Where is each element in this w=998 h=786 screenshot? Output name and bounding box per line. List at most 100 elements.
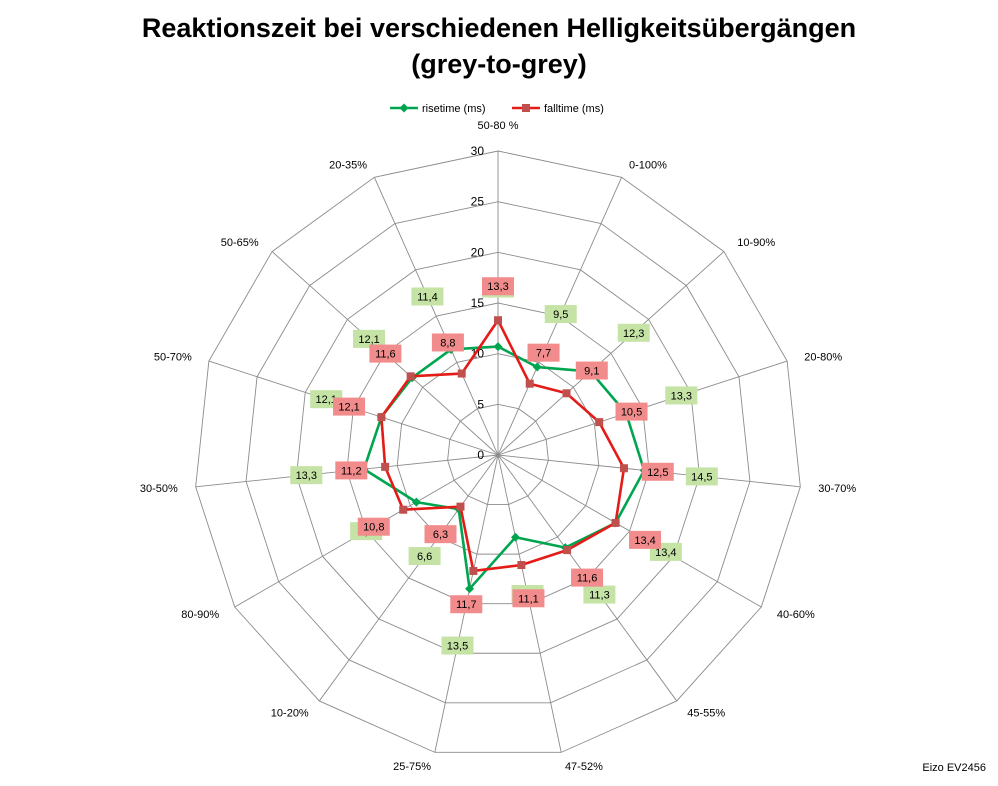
spoke-9 xyxy=(318,454,499,702)
data-point xyxy=(411,497,421,507)
data-label-text: 12,3 xyxy=(623,328,644,340)
data-label-text: 13,3 xyxy=(487,281,508,293)
data-point xyxy=(562,389,571,398)
data-label: 11,4 xyxy=(411,287,444,306)
data-label: 11,3 xyxy=(583,585,616,604)
data-labels: 10,79,512,313,314,513,411,38,313,56,69,3… xyxy=(290,277,718,655)
data-label-box xyxy=(353,329,386,348)
data-label: 6,6 xyxy=(408,547,441,566)
credit-text: Eizo EV2456 xyxy=(922,762,986,774)
data-label-text: 14,5 xyxy=(691,471,712,483)
data-label: 13,3 xyxy=(665,386,698,405)
legend-marker xyxy=(399,103,409,113)
data-label: 14,5 xyxy=(685,467,718,486)
data-label-box xyxy=(527,343,560,362)
axis-label: 0-100% xyxy=(629,159,667,171)
data-label-text: 11,3 xyxy=(589,590,610,602)
axis-label: 30-50% xyxy=(140,483,178,495)
grid-ring-2 xyxy=(396,353,600,555)
legend-item-0: risetime (ms) xyxy=(390,103,486,115)
data-point xyxy=(517,561,526,570)
radar-grid xyxy=(195,150,801,753)
data-label-text: 11,6 xyxy=(577,573,598,585)
data-label: 12,3 xyxy=(617,323,650,342)
data-label-text: 13,3 xyxy=(671,390,692,402)
tick-label: 25 xyxy=(471,195,485,209)
data-label-box xyxy=(615,402,648,421)
data-label-box xyxy=(512,589,545,608)
axis-label: 50-70% xyxy=(154,352,192,364)
data-label: 11,1 xyxy=(512,589,545,608)
data-label-text: 12,1 xyxy=(338,402,359,414)
data-point xyxy=(406,372,415,381)
grid-ring-1 xyxy=(447,403,549,506)
data-label-box xyxy=(450,595,483,614)
data-label: 13,4 xyxy=(629,530,662,549)
data-label-text: 11,4 xyxy=(417,291,438,303)
data-label-box xyxy=(431,333,464,352)
data-label: 11,6 xyxy=(571,568,604,587)
data-point xyxy=(619,464,628,473)
data-point xyxy=(525,379,534,388)
data-point xyxy=(377,413,386,422)
data-label-box xyxy=(575,361,608,380)
data-point xyxy=(563,546,572,555)
axis-label: 20-80% xyxy=(804,352,842,364)
axis-label: 50-80 % xyxy=(478,120,519,132)
data-label-box xyxy=(617,323,650,342)
data-label-text: 12,5 xyxy=(647,467,668,479)
data-point xyxy=(493,342,503,352)
data-label-text: 6,3 xyxy=(433,529,448,541)
data-point xyxy=(381,462,390,471)
data-label: 11,7 xyxy=(450,595,483,614)
data-label-text: 11,1 xyxy=(518,593,539,605)
data-label-text: 10,8 xyxy=(363,522,384,534)
data-label: 13,3 xyxy=(482,277,514,296)
tick-label: 30 xyxy=(471,144,485,158)
data-label-text: 9,5 xyxy=(553,309,568,321)
data-label: 9,1 xyxy=(575,361,608,380)
legend-label: risetime (ms) xyxy=(422,103,486,115)
data-point xyxy=(399,505,408,514)
data-label-text: 11,2 xyxy=(341,465,362,477)
axis-label: 80-90% xyxy=(181,609,219,621)
data-label: 11,6 xyxy=(369,344,402,363)
data-label-box xyxy=(335,461,368,480)
chart-title-line-1: Reaktionszeit bei verschiedenen Helligke… xyxy=(141,13,857,43)
axis-label: 20-35% xyxy=(329,159,367,171)
spoke-14 xyxy=(373,177,499,456)
legend: risetime (ms) falltime (ms) xyxy=(390,103,604,115)
data-label-text: 10,5 xyxy=(621,407,642,419)
data-label-box xyxy=(482,277,514,296)
data-label-box xyxy=(357,517,390,536)
axis-label: 10-20% xyxy=(271,707,309,719)
data-point xyxy=(595,418,604,427)
tick-label: 15 xyxy=(471,296,485,310)
data-label-box xyxy=(411,287,444,306)
data-label-box xyxy=(544,305,577,324)
axis-label: 40-60% xyxy=(777,609,815,621)
data-label: 11,2 xyxy=(335,461,368,480)
data-point xyxy=(457,369,466,378)
data-label-box xyxy=(571,568,604,587)
tick-label: 0 xyxy=(477,448,484,462)
data-label: 13,5 xyxy=(441,636,474,655)
data-label-text: 12,1 xyxy=(316,394,337,406)
data-point xyxy=(611,518,620,527)
axis-label: 45-55% xyxy=(687,707,725,719)
axis-label: 47-52% xyxy=(565,761,603,773)
data-label-text: 13,4 xyxy=(655,547,676,559)
data-label-text: 9,1 xyxy=(584,366,599,378)
axis-labels: 50-80 % 0-100% 10-90% 20-80% 30-70% 40-60% 45-… xyxy=(140,120,857,773)
data-point xyxy=(469,566,478,575)
grid-ring-6 xyxy=(195,150,801,753)
data-label-text: 13,5 xyxy=(447,641,468,653)
axis-label: 10-90% xyxy=(737,237,775,249)
chart-title: Reaktionszeit bei verschiedenen Helligke… xyxy=(0,10,998,82)
axis-label: 30-70% xyxy=(818,483,856,495)
grid-ring-4 xyxy=(295,251,701,654)
grid-ring-5 xyxy=(245,201,751,704)
data-label-text: 8,8 xyxy=(440,337,455,349)
